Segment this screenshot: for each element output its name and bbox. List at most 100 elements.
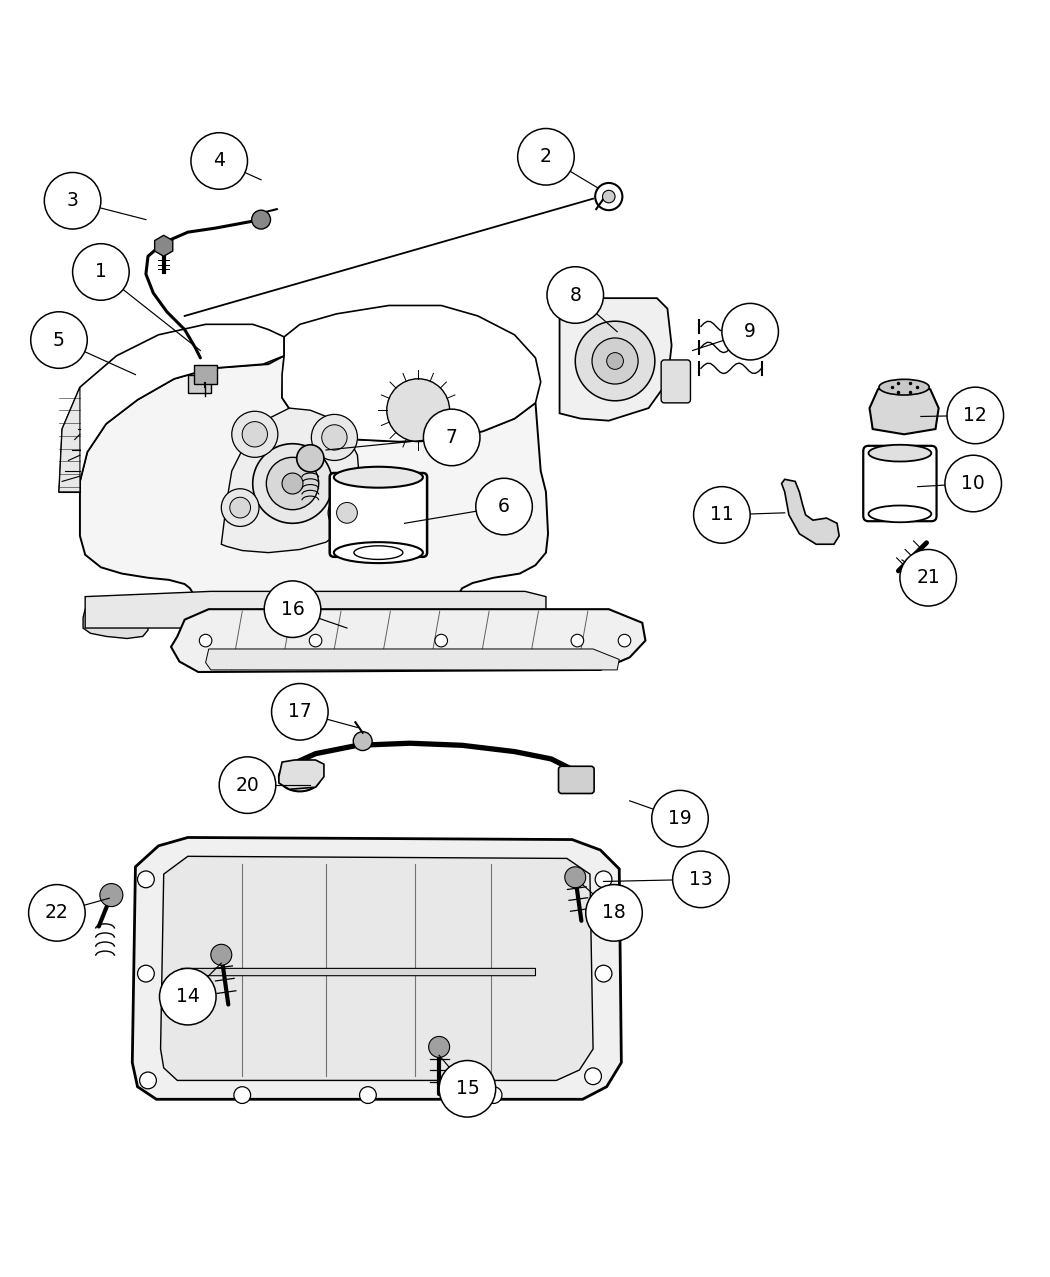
Circle shape bbox=[272, 683, 328, 741]
Text: 19: 19 bbox=[668, 810, 692, 827]
Circle shape bbox=[386, 379, 449, 442]
Circle shape bbox=[100, 884, 123, 907]
Ellipse shape bbox=[334, 543, 423, 563]
Text: 17: 17 bbox=[288, 702, 312, 722]
Polygon shape bbox=[206, 649, 620, 670]
Text: 2: 2 bbox=[540, 147, 552, 166]
FancyBboxPatch shape bbox=[188, 374, 211, 393]
Circle shape bbox=[353, 732, 372, 751]
Polygon shape bbox=[282, 305, 541, 442]
Text: 3: 3 bbox=[66, 192, 79, 211]
Circle shape bbox=[72, 244, 129, 300]
Text: 20: 20 bbox=[235, 775, 259, 794]
Circle shape bbox=[435, 635, 447, 647]
Circle shape bbox=[652, 790, 709, 847]
Circle shape bbox=[547, 267, 604, 323]
Circle shape bbox=[230, 497, 251, 518]
Text: 5: 5 bbox=[54, 331, 65, 350]
Circle shape bbox=[138, 965, 154, 982]
Circle shape bbox=[585, 1068, 602, 1084]
Text: 13: 13 bbox=[689, 870, 713, 889]
Text: 6: 6 bbox=[498, 497, 510, 516]
Circle shape bbox=[219, 757, 276, 813]
FancyBboxPatch shape bbox=[194, 365, 217, 384]
Circle shape bbox=[232, 411, 278, 457]
Circle shape bbox=[359, 1087, 376, 1103]
Ellipse shape bbox=[279, 762, 321, 792]
Circle shape bbox=[337, 502, 357, 524]
Circle shape bbox=[328, 494, 365, 531]
Circle shape bbox=[28, 885, 85, 941]
Circle shape bbox=[282, 472, 303, 494]
Circle shape bbox=[595, 965, 612, 982]
Circle shape bbox=[900, 549, 957, 607]
Circle shape bbox=[423, 409, 480, 466]
Circle shape bbox=[310, 635, 322, 647]
Circle shape bbox=[673, 850, 729, 908]
Ellipse shape bbox=[354, 545, 403, 559]
Circle shape bbox=[485, 1087, 502, 1103]
Circle shape bbox=[222, 489, 259, 526]
Polygon shape bbox=[869, 386, 939, 434]
Polygon shape bbox=[180, 968, 536, 976]
Polygon shape bbox=[279, 760, 324, 789]
Text: 14: 14 bbox=[175, 987, 200, 1006]
Text: 4: 4 bbox=[213, 152, 225, 170]
Circle shape bbox=[44, 172, 101, 229]
Text: 11: 11 bbox=[710, 506, 734, 525]
Circle shape bbox=[565, 867, 586, 888]
Polygon shape bbox=[59, 387, 80, 492]
Polygon shape bbox=[171, 609, 646, 672]
Polygon shape bbox=[154, 235, 173, 257]
Text: 7: 7 bbox=[446, 428, 458, 447]
Circle shape bbox=[138, 871, 154, 888]
Circle shape bbox=[312, 415, 357, 461]
Polygon shape bbox=[80, 356, 548, 628]
Circle shape bbox=[722, 304, 778, 360]
Circle shape bbox=[297, 444, 324, 472]
Circle shape bbox=[267, 457, 319, 510]
Text: 1: 1 bbox=[94, 263, 107, 281]
Text: 8: 8 bbox=[569, 286, 582, 304]
Circle shape bbox=[243, 421, 268, 447]
Polygon shape bbox=[83, 609, 148, 638]
Circle shape bbox=[945, 455, 1002, 512]
Ellipse shape bbox=[334, 467, 423, 488]
Circle shape bbox=[476, 479, 532, 535]
FancyBboxPatch shape bbox=[559, 766, 594, 793]
FancyBboxPatch shape bbox=[863, 446, 937, 521]
Polygon shape bbox=[781, 479, 839, 544]
Circle shape bbox=[571, 635, 584, 647]
Polygon shape bbox=[222, 409, 359, 553]
Text: 15: 15 bbox=[456, 1079, 479, 1098]
Circle shape bbox=[595, 871, 612, 888]
Polygon shape bbox=[59, 324, 285, 492]
Text: 10: 10 bbox=[962, 474, 985, 493]
Text: 12: 12 bbox=[964, 406, 987, 425]
Circle shape bbox=[694, 487, 750, 543]
Text: 21: 21 bbox=[917, 568, 940, 587]
Circle shape bbox=[603, 190, 615, 203]
Text: 9: 9 bbox=[744, 322, 756, 341]
Text: 16: 16 bbox=[280, 600, 304, 618]
Ellipse shape bbox=[879, 379, 929, 395]
Circle shape bbox=[200, 635, 212, 647]
Circle shape bbox=[321, 425, 348, 450]
Circle shape bbox=[191, 133, 248, 189]
FancyBboxPatch shape bbox=[330, 472, 427, 557]
Circle shape bbox=[140, 1073, 156, 1089]
Text: 18: 18 bbox=[602, 903, 626, 922]
Circle shape bbox=[265, 581, 321, 637]
Polygon shape bbox=[560, 298, 672, 420]
Circle shape bbox=[439, 1060, 496, 1117]
Circle shape bbox=[234, 1087, 251, 1103]
Circle shape bbox=[428, 1037, 449, 1057]
Polygon shape bbox=[85, 591, 546, 628]
Circle shape bbox=[30, 312, 87, 368]
Ellipse shape bbox=[868, 444, 931, 461]
Circle shape bbox=[252, 211, 271, 229]
Text: 22: 22 bbox=[45, 903, 68, 922]
Circle shape bbox=[160, 968, 216, 1025]
Polygon shape bbox=[132, 838, 622, 1099]
Circle shape bbox=[575, 322, 655, 401]
